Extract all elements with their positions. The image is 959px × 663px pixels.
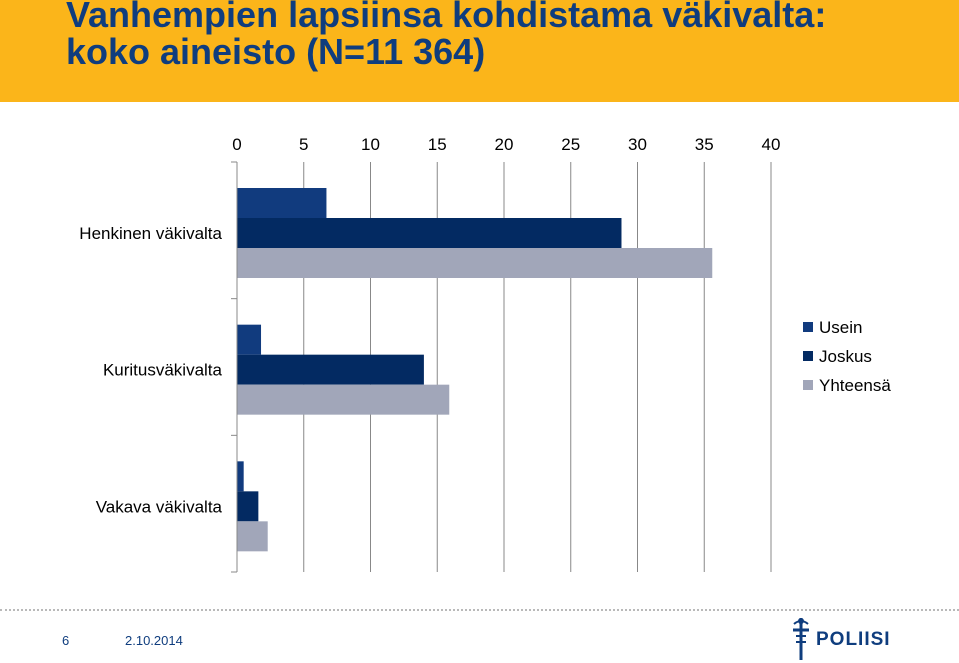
x-tick-label: 5 [299, 135, 308, 154]
x-tick-label: 40 [762, 135, 781, 154]
bar-joskus [237, 354, 424, 385]
x-tick-label: 35 [695, 135, 714, 154]
category-label: Vakava väkivalta [96, 497, 223, 516]
footer-divider [0, 609, 959, 611]
x-tick-label: 0 [232, 135, 241, 154]
x-tick-label: 25 [561, 135, 580, 154]
legend-label: Yhteensä [819, 376, 891, 395]
x-tick-label: 30 [628, 135, 647, 154]
x-tick-label: 15 [428, 135, 447, 154]
legend-swatch [803, 351, 813, 361]
logo-text: POLIISI [816, 629, 891, 650]
page-title-line-2: koko aineisto (N=11 364) [66, 31, 486, 72]
legend-swatch [803, 380, 813, 390]
bar-joskus [237, 218, 622, 248]
poliisi-logo: POLIISI [790, 616, 900, 662]
bar-yhteensä [237, 384, 450, 415]
x-tick-label: 20 [495, 135, 514, 154]
title-band: Vanhempien lapsiinsa kohdistama väkivalt… [0, 0, 959, 102]
legend-swatch [803, 322, 813, 332]
bar-joskus [237, 491, 259, 522]
footer-date: 2.10.2014 [125, 633, 183, 648]
page-title-line-1: Vanhempien lapsiinsa kohdistama väkivalt… [66, 0, 827, 35]
bar-yhteensä [237, 248, 713, 278]
bar-layer [237, 188, 713, 552]
legend-label: Joskus [819, 347, 872, 366]
bar-usein [237, 324, 262, 355]
legend: Usein Joskus Yhteensä [803, 318, 891, 395]
legend-label: Usein [819, 318, 862, 337]
sword-emblem-icon [793, 618, 809, 660]
x-tick-label: 10 [361, 135, 380, 154]
bar-usein [237, 188, 327, 218]
bar-yhteensä [237, 521, 268, 552]
axis-layer: 0 5 10 15 20 25 30 35 40 Henkinen väkivalta Kuritu… [79, 135, 781, 573]
category-label: Kuritusväkivalta [103, 361, 223, 380]
category-label: Henkinen väkivalta [79, 224, 222, 243]
page-number: 6 [62, 633, 70, 648]
bar-usein [237, 461, 244, 492]
bar-chart: 0 5 10 15 20 25 30 35 40 Henkinen väkivalta Kuritu… [79, 135, 891, 573]
